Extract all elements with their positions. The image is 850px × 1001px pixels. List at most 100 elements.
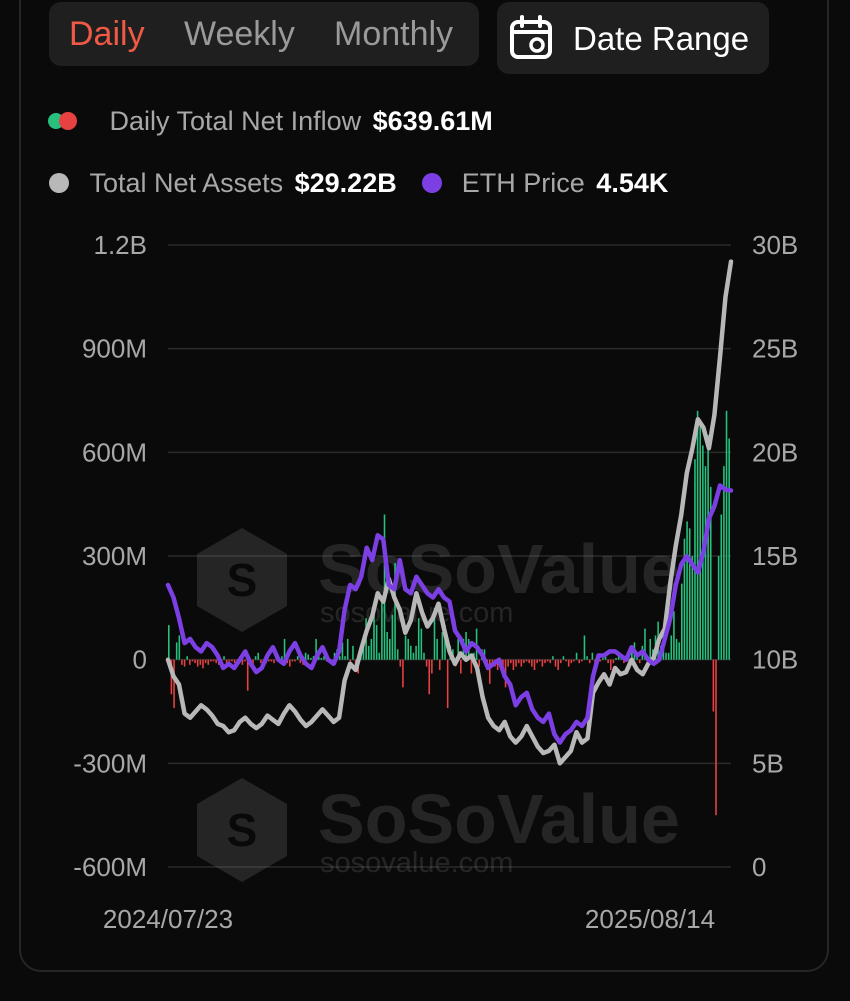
inflow-bar xyxy=(396,649,399,660)
right-tick-label: 5B xyxy=(752,748,784,778)
inflow-bar xyxy=(681,583,683,660)
inflow-bar xyxy=(320,657,323,660)
inflow-bar xyxy=(252,659,254,665)
eth-value: 4.54K xyxy=(596,168,669,198)
tab-weekly[interactable]: Weekly xyxy=(184,15,295,53)
inflow-bar xyxy=(223,656,225,660)
inflow-bar xyxy=(520,659,523,667)
inflow-bar xyxy=(649,638,652,660)
inflow-bar xyxy=(546,659,549,662)
left-tick-label: 600M xyxy=(82,437,147,467)
inflow-bar xyxy=(196,659,199,667)
inflow-bar xyxy=(465,632,467,660)
inflow-bar xyxy=(599,659,602,662)
inflow-bar xyxy=(602,657,604,660)
date-range-label: Date Range xyxy=(573,20,750,57)
inflow-bar xyxy=(688,528,691,660)
inflow-bar xyxy=(423,652,425,660)
inflow-bar xyxy=(212,659,215,662)
inflow-bar xyxy=(436,638,438,660)
inflow-bar xyxy=(507,659,509,667)
inflow-bar xyxy=(191,659,194,662)
inflow-bar xyxy=(241,659,244,665)
inflow-bar xyxy=(231,659,233,662)
inflow-bar xyxy=(410,645,412,660)
watermark-brand: SoSoValue xyxy=(318,780,680,858)
tab-monthly[interactable]: Monthly xyxy=(334,15,454,53)
inflow-bar xyxy=(210,659,212,662)
inflow-bar xyxy=(575,652,578,660)
inflow-bar xyxy=(344,656,346,660)
inflow-bar xyxy=(675,638,678,660)
left-tick-label: 900M xyxy=(82,334,147,364)
inflow-bar xyxy=(699,424,702,660)
inflow-bar xyxy=(281,656,283,660)
right-axis: 30B 25B 20B 15B 10B 5B 0 xyxy=(752,230,798,882)
inflow-bar xyxy=(175,642,178,660)
inflow-bar xyxy=(346,638,349,660)
chart-card xyxy=(19,0,829,972)
inflow-bar xyxy=(536,659,538,664)
inflow-bar xyxy=(388,638,391,660)
inflow-bar xyxy=(283,638,286,660)
right-tick-label: 0 xyxy=(752,852,766,882)
inflow-bar xyxy=(323,656,325,660)
inflow-bar xyxy=(586,656,588,660)
inflow-bar xyxy=(523,659,525,664)
inflow-bar xyxy=(478,659,481,667)
inflow-value: $639.61M xyxy=(372,106,493,136)
inflow-bar xyxy=(709,486,712,660)
inflow-bar xyxy=(394,562,396,660)
inflow-bar xyxy=(189,659,191,665)
inflow-bar xyxy=(583,635,586,660)
inflow-bar xyxy=(573,659,575,662)
inflow-bar xyxy=(304,652,307,660)
inflow-bar xyxy=(378,652,381,660)
inflow-bar xyxy=(315,638,317,660)
inflow-bar xyxy=(615,657,617,660)
inflow-bar xyxy=(438,659,441,671)
inflow-bar xyxy=(554,659,557,667)
inflow-bar xyxy=(428,659,431,695)
inflow-bar xyxy=(289,659,291,667)
inflow-bar xyxy=(244,659,246,662)
watermark-logo-icon: S xyxy=(197,528,287,632)
inflow-label: Daily Total Net Inflow xyxy=(109,106,362,136)
inflow-bar xyxy=(581,659,583,662)
right-tick-label: 25B xyxy=(752,334,798,364)
inflow-bar xyxy=(720,514,723,660)
inflow-bar xyxy=(488,659,491,684)
assets-line xyxy=(165,259,734,766)
inflow-bar xyxy=(183,659,186,667)
svg-text:S: S xyxy=(227,554,258,606)
inflow-bar xyxy=(433,607,436,660)
inflow-bar xyxy=(194,659,196,664)
watermark: S SoSoValue sosovalue.com S SoSoValue so… xyxy=(197,528,680,882)
inflow-bar xyxy=(228,659,231,662)
inflow-bar xyxy=(375,625,378,660)
inflow-bar xyxy=(623,659,625,664)
date-range-button[interactable]: Date Range xyxy=(497,2,769,74)
inflow-bar xyxy=(691,556,694,660)
inflow-bar xyxy=(512,659,515,671)
right-tick-label: 15B xyxy=(752,541,798,571)
inflow-bar xyxy=(441,632,444,660)
inflow-bar xyxy=(607,659,609,664)
inflow-bar xyxy=(246,659,249,691)
inflow-bar xyxy=(665,652,667,660)
inflow-bar xyxy=(696,410,699,660)
inflow-bar xyxy=(307,654,310,660)
inflow-bar xyxy=(728,438,730,660)
legend-assets-eth: Total Net Assets $29.22B ETH Price 4.54K xyxy=(48,168,668,199)
inflow-bars xyxy=(168,410,730,816)
inflow-bar xyxy=(712,659,715,712)
tab-daily[interactable]: Daily xyxy=(69,15,145,53)
inflow-bar xyxy=(310,657,312,660)
x-end-label: 2025/08/14 xyxy=(585,904,715,934)
eth-dot-icon xyxy=(422,173,443,193)
inflow-bar xyxy=(233,659,236,664)
assets-label: Total Net Assets xyxy=(89,168,284,198)
inflow-bar xyxy=(431,659,433,674)
inflow-bar xyxy=(717,556,720,660)
